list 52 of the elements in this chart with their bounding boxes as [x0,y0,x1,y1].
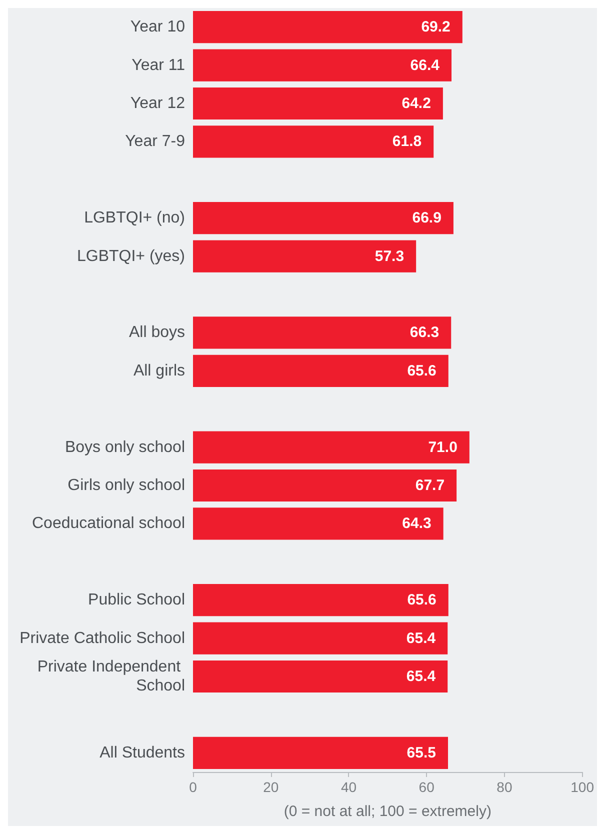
bar [193,202,454,234]
y-tick-label: Girls only school [68,477,185,494]
data-label: 65.6 [407,592,436,609]
y-tick-label: Year 11 [132,56,186,74]
y-tick-label: Year 10 [130,18,186,36]
data-label: 69.2 [421,18,450,36]
y-tick-label: Coeducational school [32,515,185,532]
y-tick-label: Private Catholic School [20,630,185,647]
data-label: 61.8 [392,133,422,150]
y-tick-label: Year 7-9 [125,133,186,150]
bar [193,584,448,616]
x-tick-label: 0 [189,779,198,795]
x-tick-label: 100 [570,779,594,795]
bar [193,469,457,502]
data-label: 65.6 [407,362,436,380]
data-label: 66.3 [410,324,440,342]
data-label: 57.3 [374,248,404,265]
data-label: 67.7 [415,477,445,494]
bar [193,11,462,44]
bar [193,508,444,540]
bar [193,431,470,464]
bar [193,736,448,769]
bar [193,622,448,654]
y-tick-label: All girls [133,362,185,380]
bar [193,240,416,272]
data-label: 66.4 [410,56,440,74]
y-tick-label: Private Independent School [37,658,185,694]
data-label: 64.2 [402,95,431,112]
y-tick-label: Public School [88,592,185,609]
bar [193,49,452,82]
data-label: 66.9 [412,210,442,227]
x-tick-label: 80 [496,779,512,795]
bar [193,87,443,120]
bar [193,126,434,158]
bar [193,354,448,387]
x-tick-label: 40 [340,779,357,795]
data-label: 64.3 [402,515,432,532]
y-tick-label: LGBTQI+ (no) [84,210,185,227]
y-tick-label: All boys [128,324,185,342]
data-label: 65.5 [406,744,436,762]
y-tick-label: Year 12 [130,95,186,112]
y-tick-label: LGBTQI+ (yes) [76,248,185,265]
data-label: 65.4 [406,668,436,685]
y-tick-label: All Students [100,744,185,762]
bar [193,316,452,349]
x-axis-title: (0 = not at all; 100 = extremely) [284,803,492,820]
data-label: 65.4 [406,630,436,647]
y-tick-label: Boys only school [64,438,185,456]
data-label: 71.0 [428,438,458,456]
x-tick-label: 60 [418,779,435,795]
x-tick-label: 20 [263,779,279,795]
bar [193,660,448,693]
